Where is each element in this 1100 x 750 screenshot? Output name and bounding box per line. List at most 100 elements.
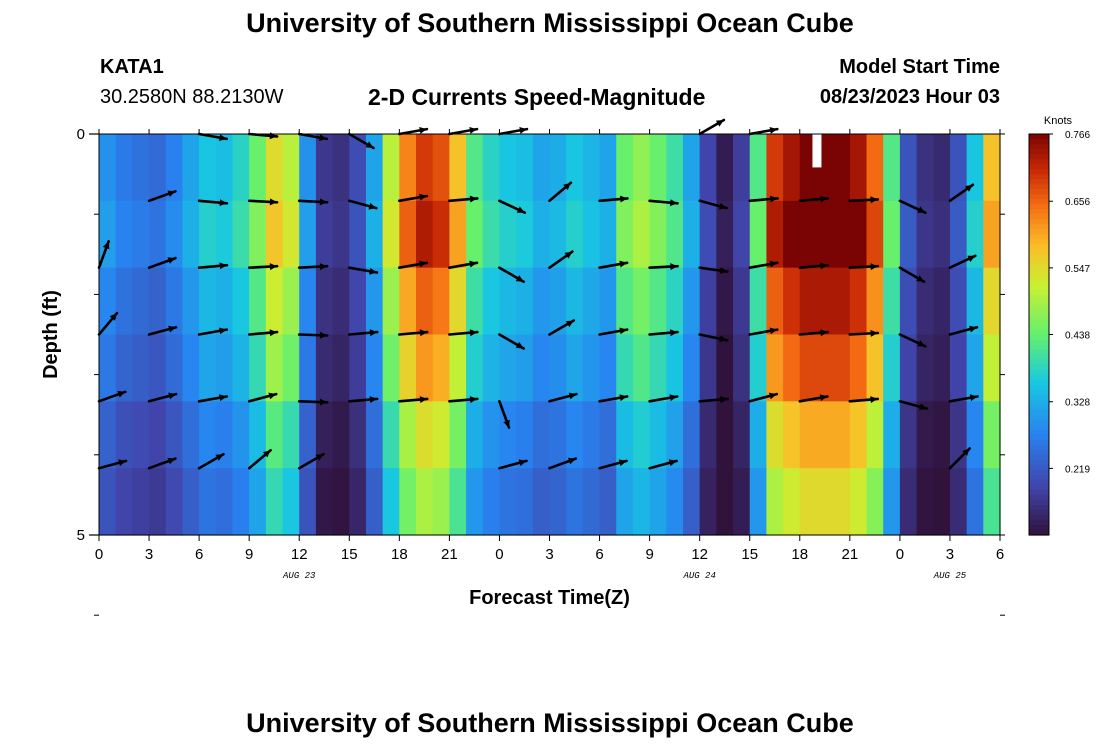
colorbar-segment [1029, 279, 1049, 285]
heatmap-cell [432, 334, 450, 402]
current-arrow [147, 190, 177, 203]
heatmap-cell [866, 134, 884, 202]
heatmap-cell [783, 468, 801, 536]
heatmap-cell [499, 334, 517, 402]
heatmap-cell [716, 134, 734, 202]
date-label: AUG 23 [282, 571, 316, 581]
current-arrow [147, 256, 177, 270]
current-arrow [948, 183, 975, 203]
heatmap-cell [949, 267, 968, 336]
heatmap-cell [382, 267, 400, 336]
heatmap-cell [783, 200, 801, 269]
heatmap-cell [582, 200, 601, 269]
current-arrow [648, 329, 679, 337]
heatmap-cell [232, 468, 250, 536]
heatmap-cell [883, 401, 901, 469]
current-arrow [97, 240, 110, 270]
heatmap-cell [199, 200, 217, 269]
heatmap-cell [165, 200, 184, 269]
current-arrow [748, 260, 779, 270]
heatmap-cell [983, 334, 1001, 402]
x-tick-label: 3 [145, 546, 153, 563]
heatmap-cell [499, 468, 517, 536]
heatmap-cell [482, 134, 501, 202]
colorbar-segment [1029, 344, 1049, 351]
colorbar-segment [1029, 219, 1049, 225]
heatmap-cells [99, 134, 1001, 536]
colorbar-segment [1029, 464, 1049, 471]
current-arrow [548, 181, 573, 203]
current-arrow [498, 266, 526, 284]
current-arrow [147, 325, 178, 336]
heatmap-cell [449, 134, 467, 202]
heatmap-cell [616, 267, 634, 336]
colorbar-segment [1029, 504, 1049, 511]
heatmap-cell [249, 401, 267, 469]
heatmap-cell [816, 267, 834, 336]
x-tick-label: 15 [341, 546, 358, 563]
heatmap-cell [466, 401, 484, 469]
colorbar-segment [1029, 269, 1049, 275]
colorbar-segment [1029, 174, 1049, 180]
heatmap-cell [883, 134, 901, 202]
colorbar-segment [1029, 409, 1049, 416]
heatmap-cell [516, 468, 534, 536]
heatmap-cell [132, 200, 150, 269]
current-arrow [197, 262, 229, 270]
current-arrow [548, 319, 576, 336]
heatmap-cell [432, 200, 450, 269]
heatmap-cell [849, 401, 868, 469]
heatmap-cell [199, 401, 217, 469]
heatmap-cell [165, 401, 184, 469]
current-arrow [598, 260, 629, 270]
colorbar-segment [1029, 154, 1049, 160]
heatmap-cell [783, 267, 801, 336]
colorbar-segment [1029, 359, 1049, 366]
colorbar-segment [1029, 159, 1049, 165]
current-arrow [297, 263, 329, 271]
current-arrow [297, 331, 329, 339]
heatmap-cell [182, 334, 200, 402]
current-arrow [347, 266, 379, 275]
heatmap-cell [799, 267, 818, 336]
heatmap-cell [349, 200, 367, 269]
heatmap-cell [399, 334, 417, 402]
x-axis-label: Forecast Time(Z) [469, 587, 630, 609]
heatmap-cell [182, 401, 200, 469]
colorbar-segment [1029, 134, 1049, 140]
current-arrow [97, 311, 119, 336]
current-arrow [898, 199, 927, 214]
heatmap-cell [983, 401, 1001, 469]
heatmap-cell [899, 468, 918, 536]
current-arrow [247, 198, 279, 206]
heatmap-cell [449, 200, 467, 269]
heatmap-cell [733, 200, 751, 269]
colorbar-segment [1029, 429, 1049, 436]
heatmap-cell [132, 468, 150, 536]
heatmap-cell [332, 267, 350, 336]
colorbar-segment [1029, 319, 1049, 326]
heatmap-cell [416, 401, 434, 469]
heatmap-cell [799, 401, 818, 469]
heatmap-cell [482, 401, 501, 469]
heatmap-cell [182, 200, 200, 269]
heatmap-cell [299, 401, 317, 469]
heatmap-cell [716, 468, 734, 536]
heatmap-cell [165, 134, 184, 202]
heatmap-cell [449, 334, 467, 402]
heatmap-cell [699, 401, 717, 469]
heatmap-cell [599, 468, 617, 536]
colorbar-segment [1029, 334, 1049, 341]
heatmap-cell [215, 468, 234, 536]
heatmap-cell [299, 267, 317, 336]
heatmap-cell [132, 267, 150, 336]
colorbar-segment [1029, 244, 1049, 250]
current-arrow [297, 398, 329, 406]
heatmap-cell [466, 134, 484, 202]
colorbar-segment [1029, 289, 1049, 295]
heatmap-cell [149, 401, 167, 469]
heatmap-cell [232, 267, 250, 336]
current-arrow [448, 329, 479, 337]
colorbar-segment [1029, 414, 1049, 421]
colorbar-unit: Knots [1044, 115, 1073, 127]
